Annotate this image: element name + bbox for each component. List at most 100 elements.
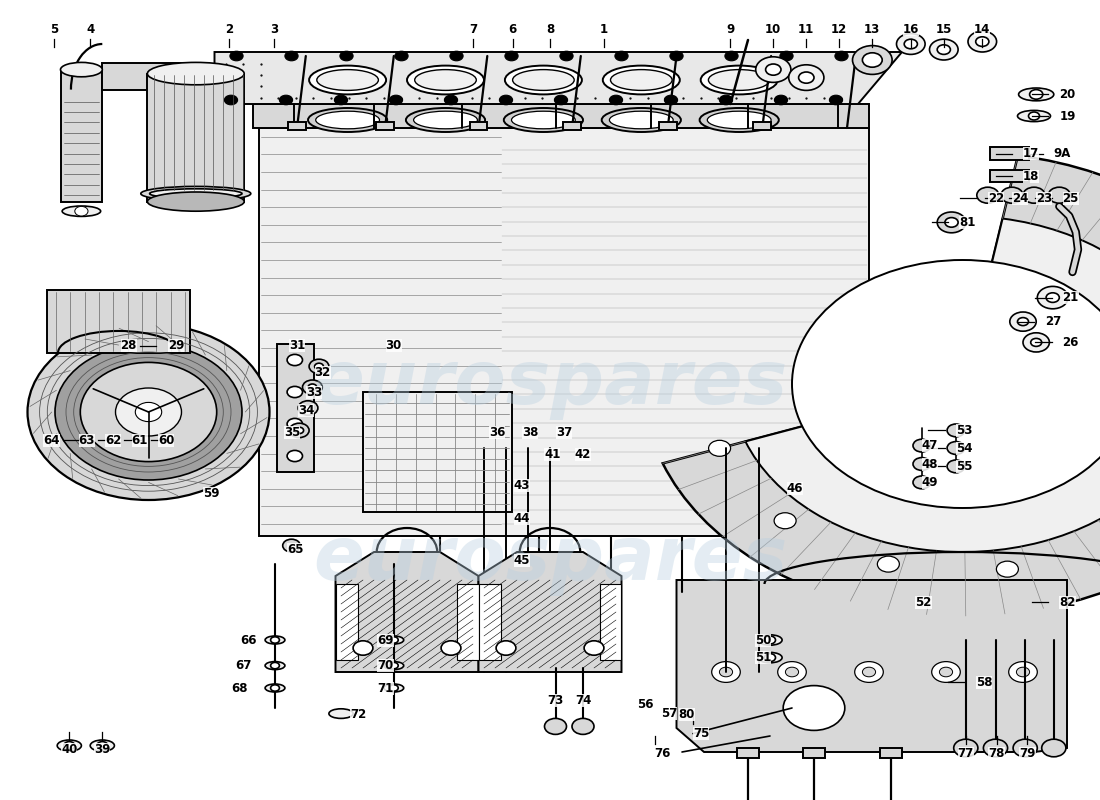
Circle shape <box>913 439 931 452</box>
Circle shape <box>670 51 683 61</box>
Text: 34: 34 <box>298 404 315 417</box>
Ellipse shape <box>147 192 244 211</box>
Circle shape <box>395 51 408 61</box>
Text: 42: 42 <box>575 448 591 461</box>
Text: eurospares: eurospares <box>312 523 788 597</box>
Text: 69: 69 <box>377 634 394 646</box>
Text: 41: 41 <box>544 448 560 461</box>
Circle shape <box>937 45 950 54</box>
Text: 65: 65 <box>287 543 304 556</box>
Text: 64: 64 <box>44 434 59 446</box>
Polygon shape <box>478 552 622 672</box>
Polygon shape <box>456 584 478 660</box>
Wedge shape <box>662 155 1100 616</box>
Polygon shape <box>336 584 358 660</box>
Text: 7: 7 <box>469 23 477 36</box>
Text: 32: 32 <box>315 366 331 378</box>
Polygon shape <box>737 748 759 758</box>
Circle shape <box>913 458 931 470</box>
Text: 63: 63 <box>79 434 95 446</box>
Text: 62: 62 <box>106 434 121 446</box>
Circle shape <box>450 51 463 61</box>
Text: 38: 38 <box>522 426 538 438</box>
Ellipse shape <box>150 189 242 198</box>
Text: 33: 33 <box>306 386 322 398</box>
Ellipse shape <box>316 111 380 129</box>
Circle shape <box>764 636 776 644</box>
Text: 61: 61 <box>132 434 147 446</box>
Text: 80: 80 <box>679 708 695 721</box>
Text: 77: 77 <box>958 747 974 760</box>
Ellipse shape <box>406 108 485 132</box>
Text: 24: 24 <box>1012 192 1028 205</box>
Ellipse shape <box>407 66 484 94</box>
Circle shape <box>664 95 678 105</box>
Text: 25: 25 <box>1063 192 1079 205</box>
Text: 22: 22 <box>988 192 1004 205</box>
Text: 9A: 9A <box>1054 147 1071 160</box>
Circle shape <box>862 53 882 67</box>
Circle shape <box>930 39 958 60</box>
Ellipse shape <box>1019 88 1054 101</box>
Text: 3: 3 <box>270 23 278 36</box>
Text: 66: 66 <box>240 634 256 646</box>
Circle shape <box>878 556 900 572</box>
Circle shape <box>496 641 516 655</box>
Text: 31: 31 <box>289 339 305 352</box>
Polygon shape <box>470 122 487 130</box>
Polygon shape <box>336 552 478 672</box>
Ellipse shape <box>265 662 285 670</box>
Text: 17: 17 <box>1023 147 1040 160</box>
Ellipse shape <box>504 108 583 132</box>
Circle shape <box>287 450 303 462</box>
Text: 6: 6 <box>508 23 517 36</box>
Circle shape <box>441 641 461 655</box>
Polygon shape <box>659 122 676 130</box>
Text: 43: 43 <box>514 479 530 492</box>
Text: 67: 67 <box>235 659 252 672</box>
Circle shape <box>947 442 965 454</box>
Ellipse shape <box>141 186 251 201</box>
Circle shape <box>302 380 322 394</box>
Text: 51: 51 <box>755 651 771 664</box>
Text: 45: 45 <box>514 554 530 566</box>
Text: 36: 36 <box>490 426 505 438</box>
Circle shape <box>766 64 781 75</box>
Circle shape <box>725 51 738 61</box>
Text: 8: 8 <box>546 23 554 36</box>
Polygon shape <box>376 122 394 130</box>
Circle shape <box>1010 312 1036 331</box>
Circle shape <box>719 95 733 105</box>
Polygon shape <box>47 290 190 353</box>
Circle shape <box>1048 187 1070 203</box>
Circle shape <box>789 65 824 90</box>
Circle shape <box>939 667 953 677</box>
Circle shape <box>279 95 293 105</box>
Circle shape <box>852 46 892 74</box>
Ellipse shape <box>384 662 404 670</box>
Circle shape <box>230 51 243 61</box>
Text: 78: 78 <box>989 747 1004 760</box>
Polygon shape <box>288 122 306 130</box>
Polygon shape <box>754 122 771 130</box>
Ellipse shape <box>317 70 378 90</box>
Circle shape <box>283 539 300 552</box>
Circle shape <box>116 388 182 436</box>
Text: eurospares: eurospares <box>312 347 788 421</box>
Circle shape <box>862 667 876 677</box>
Ellipse shape <box>707 111 771 129</box>
Circle shape <box>896 34 925 54</box>
Ellipse shape <box>60 62 102 77</box>
Circle shape <box>1042 739 1066 757</box>
Circle shape <box>829 95 843 105</box>
Ellipse shape <box>384 636 404 644</box>
Circle shape <box>997 561 1019 577</box>
Text: 12: 12 <box>832 23 847 36</box>
Text: 2: 2 <box>224 23 233 36</box>
Text: 68: 68 <box>231 682 248 694</box>
Polygon shape <box>563 122 581 130</box>
Text: 76: 76 <box>654 747 671 760</box>
Ellipse shape <box>90 740 114 751</box>
Circle shape <box>28 324 270 500</box>
Circle shape <box>75 206 88 216</box>
